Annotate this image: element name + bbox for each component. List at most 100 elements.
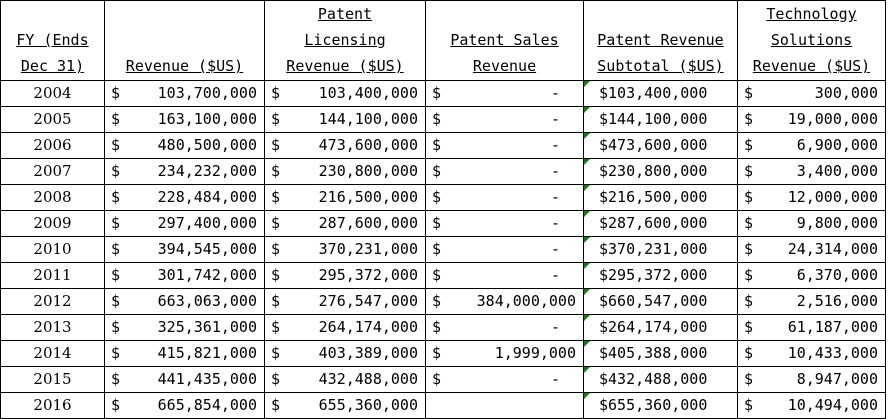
cell-value: 61,187,000: [787, 318, 878, 336]
subtotal-cell[interactable]: $405,388,000: [583, 340, 738, 367]
technology-cell[interactable]: $10,433,000: [737, 340, 886, 367]
header-fiscal-year[interactable]: FY (Ends Dec 31): [0, 0, 105, 81]
technology-cell[interactable]: $2,516,000: [737, 288, 886, 315]
table-row: 2009 $297,400,000 $287,600,000 $ - $287,600,0…: [0, 210, 886, 237]
revenue-cell[interactable]: $301,742,000: [104, 262, 265, 289]
header-technology-solutions[interactable]: Technology Solutions Revenue ($US): [737, 0, 886, 81]
year-cell[interactable]: 2011: [0, 262, 105, 289]
technology-cell[interactable]: $10,494,000: [737, 392, 886, 419]
licensing-cell[interactable]: $264,174,000: [264, 314, 426, 341]
patent-sales-cell[interactable]: $ -: [425, 236, 584, 263]
licensing-cell[interactable]: $287,600,000: [264, 210, 426, 237]
subtotal-cell[interactable]: $370,231,000: [583, 236, 738, 263]
cell-value: $144,100,000: [599, 110, 708, 128]
revenue-cell[interactable]: $665,854,000: [104, 392, 265, 419]
revenue-cell[interactable]: $103,700,000: [104, 80, 265, 107]
technology-cell[interactable]: $12,000,000: [737, 184, 886, 211]
year-cell[interactable]: 2006: [0, 132, 105, 159]
header-patent-licensing[interactable]: Patent Licensing Revenue ($US): [264, 0, 426, 81]
licensing-cell[interactable]: $432,488,000: [264, 366, 426, 393]
patent-sales-cell[interactable]: $ -: [425, 184, 584, 211]
licensing-cell[interactable]: $144,100,000: [264, 106, 426, 133]
subtotal-cell[interactable]: $287,600,000: [583, 210, 738, 237]
cell-value: 144,100,000: [318, 110, 418, 128]
year-cell[interactable]: 2008: [0, 184, 105, 211]
table-row: 2006 $480,500,000 $473,600,000 $ - $473,600,0…: [0, 132, 886, 159]
revenue-cell[interactable]: $297,400,000: [104, 210, 265, 237]
cell-value: 415,821,000: [157, 344, 257, 362]
currency-symbol: $: [111, 344, 121, 362]
patent-sales-cell[interactable]: [425, 392, 584, 419]
table-row: 2010 $394,545,000 $370,231,000 $ - $370,231,0…: [0, 236, 886, 263]
cell-value: 276,547,000: [318, 292, 418, 310]
year-cell[interactable]: 2010: [0, 236, 105, 263]
year-cell[interactable]: 2009: [0, 210, 105, 237]
subtotal-cell[interactable]: $230,800,000: [583, 158, 738, 185]
licensing-cell[interactable]: $276,547,000: [264, 288, 426, 315]
patent-sales-cell[interactable]: $ -: [425, 80, 584, 107]
cell-value: 300,000: [814, 84, 878, 102]
licensing-cell[interactable]: $473,600,000: [264, 132, 426, 159]
subtotal-cell[interactable]: $103,400,000: [583, 80, 738, 107]
year-cell[interactable]: 2013: [0, 314, 105, 341]
technology-cell[interactable]: $24,314,000: [737, 236, 886, 263]
licensing-cell[interactable]: $230,800,000: [264, 158, 426, 185]
revenue-cell[interactable]: $480,500,000: [104, 132, 265, 159]
revenue-cell[interactable]: $325,361,000: [104, 314, 265, 341]
subtotal-cell[interactable]: $144,100,000: [583, 106, 738, 133]
revenue-cell[interactable]: $228,484,000: [104, 184, 265, 211]
revenue-cell[interactable]: $234,232,000: [104, 158, 265, 185]
revenue-cell[interactable]: $663,063,000: [104, 288, 265, 315]
revenue-cell[interactable]: $163,100,000: [104, 106, 265, 133]
subtotal-cell[interactable]: $473,600,000: [583, 132, 738, 159]
year-cell[interactable]: 2014: [0, 340, 105, 367]
technology-cell[interactable]: $19,000,000: [737, 106, 886, 133]
licensing-cell[interactable]: $655,360,000: [264, 392, 426, 419]
year-cell[interactable]: 2007: [0, 158, 105, 185]
subtotal-cell[interactable]: $264,174,000: [583, 314, 738, 341]
subtotal-cell[interactable]: $655,360,000: [583, 392, 738, 419]
year-cell[interactable]: 2016: [0, 392, 105, 419]
licensing-cell[interactable]: $403,389,000: [264, 340, 426, 367]
technology-cell[interactable]: $9,800,000: [737, 210, 886, 237]
year-cell[interactable]: 2015: [0, 366, 105, 393]
year-cell[interactable]: 2004: [0, 80, 105, 107]
patent-sales-cell[interactable]: $ -: [425, 106, 584, 133]
cell-value: $432,488,000: [599, 370, 708, 388]
technology-cell[interactable]: $6,370,000: [737, 262, 886, 289]
patent-sales-cell[interactable]: $ -: [425, 132, 584, 159]
technology-cell[interactable]: $300,000: [737, 80, 886, 107]
year-cell[interactable]: 2012: [0, 288, 105, 315]
cell-value: 6,370,000: [796, 266, 878, 284]
year-cell[interactable]: 2005: [0, 106, 105, 133]
licensing-cell[interactable]: $216,500,000: [264, 184, 426, 211]
revenue-cell[interactable]: $415,821,000: [104, 340, 265, 367]
licensing-cell[interactable]: $370,231,000: [264, 236, 426, 263]
header-revenue[interactable]: Revenue ($US): [104, 0, 265, 81]
subtotal-cell[interactable]: $216,500,000: [583, 184, 738, 211]
subtotal-cell[interactable]: $432,488,000: [583, 366, 738, 393]
patent-sales-cell[interactable]: $ -: [425, 210, 584, 237]
licensing-cell[interactable]: $103,400,000: [264, 80, 426, 107]
subtotal-cell[interactable]: $660,547,000: [583, 288, 738, 315]
header-patent-sales[interactable]: Patent Sales Revenue: [425, 0, 584, 81]
patent-sales-cell[interactable]: $ -: [425, 158, 584, 185]
licensing-cell[interactable]: $295,372,000: [264, 262, 426, 289]
cell-value: 394,545,000: [157, 240, 257, 258]
subtotal-cell[interactable]: $295,372,000: [583, 262, 738, 289]
technology-cell[interactable]: $6,900,000: [737, 132, 886, 159]
cell-value: 287,600,000: [318, 214, 418, 232]
patent-sales-cell[interactable]: $ -: [425, 262, 584, 289]
patent-sales-cell[interactable]: $ -: [425, 314, 584, 341]
patent-sales-cell[interactable]: $ -: [425, 366, 584, 393]
header-patent-subtotal[interactable]: Patent Revenue Subtotal ($US): [583, 0, 738, 81]
technology-cell[interactable]: $3,400,000: [737, 158, 886, 185]
technology-cell[interactable]: $61,187,000: [737, 314, 886, 341]
revenue-cell[interactable]: $394,545,000: [104, 236, 265, 263]
patent-sales-cell[interactable]: $1,999,000: [425, 340, 584, 367]
cell-value: 655,360,000: [318, 396, 418, 414]
revenue-cell[interactable]: $441,435,000: [104, 366, 265, 393]
patent-sales-cell[interactable]: $384,000,000: [425, 288, 584, 315]
technology-cell[interactable]: $8,947,000: [737, 366, 886, 393]
